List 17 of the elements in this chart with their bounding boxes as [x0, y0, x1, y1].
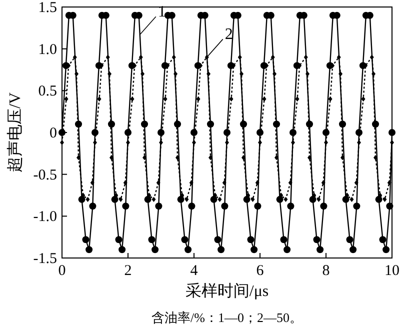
y-tick-label: -1.5 [33, 251, 57, 267]
y-tick-label: 1.0 [38, 42, 57, 58]
annotation: 2 [224, 26, 233, 44]
annotation: 2 [206, 26, 233, 58]
x-tick-label: 6 [256, 263, 264, 279]
text: 含油率/%：1—0；2—50。 [152, 310, 302, 325]
y-axis-title: 超声电压/V [6, 92, 24, 172]
y-tick-label: 1.5 [38, 0, 57, 16]
x-tick-label: 2 [124, 263, 132, 279]
x-axis-title: 采样时间/μs [185, 282, 269, 300]
y-tick-label: 0 [50, 126, 57, 142]
x-tick-label: 8 [322, 263, 330, 279]
x-tick-label: 10 [384, 263, 400, 279]
y-tick-label: -1.0 [33, 209, 57, 226]
y-tick-label: -0.5 [33, 167, 57, 184]
x-tick-label: 4 [190, 263, 198, 279]
y-tick-label: 0.5 [38, 84, 57, 100]
